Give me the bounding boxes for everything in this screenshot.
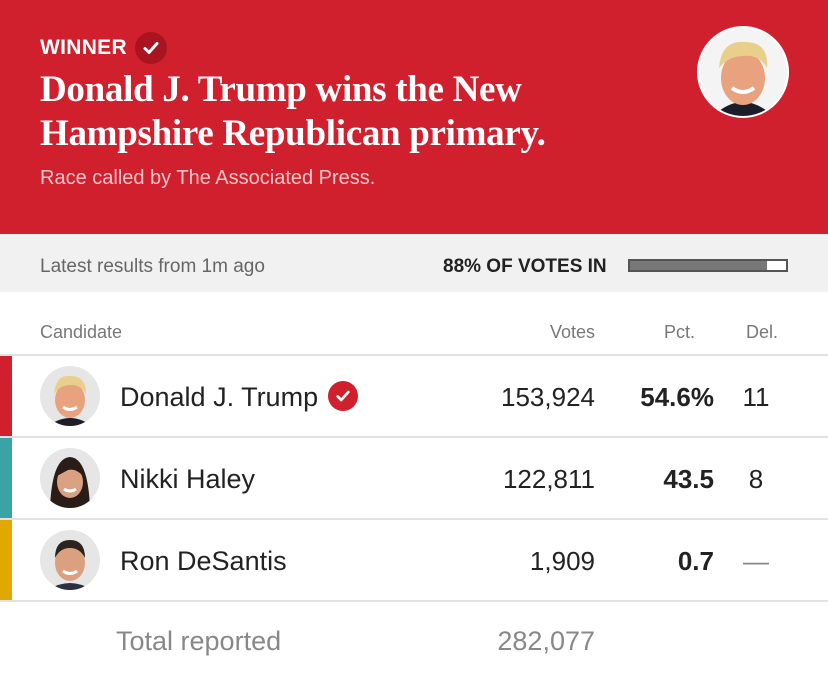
candidate-votes: 153,924: [501, 382, 595, 412]
candidate-avatar: [40, 530, 100, 590]
table-row: Donald J. Trump 153,924 54.6% 11: [0, 354, 828, 436]
votes-in-progress-bar: [628, 259, 788, 272]
headline: Donald J. Trump wins the New Hampshire R…: [40, 69, 546, 154]
divider: [0, 600, 828, 602]
candidate-delegates: 8: [748, 464, 764, 494]
total-reported-votes: 282,077: [497, 626, 595, 656]
table-row: Nikki Haley 122,811 43.5 8: [0, 436, 828, 518]
votes-in-progress-fill: [630, 261, 768, 270]
table-row: Ron DeSantis 1,909 0.7 —: [0, 518, 828, 600]
header-pct: Pct.: [663, 322, 695, 342]
header-candidate: Candidate: [40, 322, 123, 342]
candidate-avatar: [40, 448, 100, 508]
checkmark-icon: [134, 32, 167, 64]
candidate-avatar: [40, 366, 100, 426]
candidate-name-text: Donald J. Trump: [120, 382, 319, 412]
candidate-name: Ron DeSantis: [120, 546, 287, 576]
winner-text: WINNER: [40, 36, 127, 59]
candidate-name: Donald J. Trump: [120, 380, 359, 414]
winner-label: WINNER: [40, 32, 167, 64]
candidate-color-stripe: [0, 438, 12, 518]
candidate-color-stripe: [0, 356, 12, 436]
candidate-votes: 122,811: [502, 464, 595, 494]
winner-banner: WINNER Donald J. Trump wins the New Hamp…: [0, 0, 828, 234]
candidate-color-stripe: [0, 520, 12, 600]
candidate-votes: 1,909: [529, 546, 595, 576]
winner-check-icon: [328, 380, 359, 411]
header-del: Del.: [745, 322, 778, 342]
candidate-delegates: —: [743, 546, 769, 576]
results-status-bar: Latest results from 1m ago 88% OF VOTES …: [0, 234, 828, 292]
total-reported-label: Total reported: [116, 626, 282, 656]
race-called-note: Race called by The Associated Press.: [40, 167, 376, 189]
latest-results-text: Latest results from 1m ago: [40, 256, 265, 277]
winner-portrait: [697, 26, 789, 118]
candidate-pct: 43.5: [663, 464, 714, 494]
candidate-pct: 54.6%: [640, 382, 714, 412]
candidate-pct: 0.7: [677, 546, 714, 576]
header-votes: Votes: [549, 322, 595, 342]
candidate-name: Nikki Haley: [120, 464, 256, 494]
candidate-delegates: 11: [742, 382, 770, 412]
votes-in-label: 88% OF VOTES IN: [443, 256, 607, 277]
